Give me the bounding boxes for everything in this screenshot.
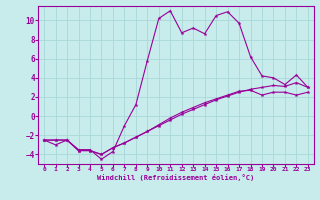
X-axis label: Windchill (Refroidissement éolien,°C): Windchill (Refroidissement éolien,°C) <box>97 174 255 181</box>
